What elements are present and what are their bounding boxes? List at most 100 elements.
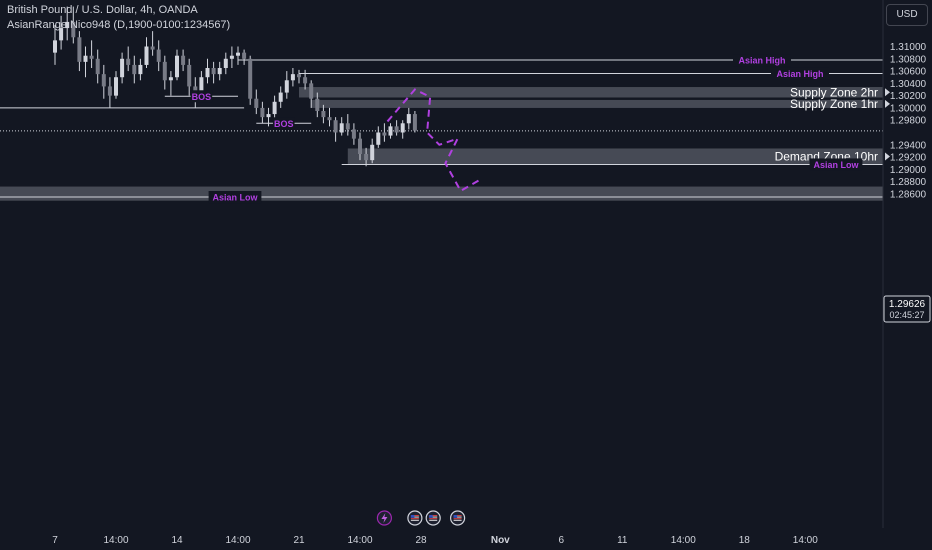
candle[interactable]	[242, 49, 247, 65]
level-label-bg	[272, 117, 295, 130]
candle[interactable]	[138, 58, 143, 81]
candle[interactable]	[400, 120, 405, 139]
time-axis[interactable]: 7 14:00 14 14:00 21 14:00 28 Nov 6 11 14:00 18 14:00	[52, 535, 818, 546]
candle-body	[217, 68, 222, 75]
candle[interactable]	[303, 69, 308, 90]
candle[interactable]	[181, 49, 186, 72]
candle[interactable]	[321, 104, 326, 124]
level-label: Asian Low	[813, 160, 859, 170]
zone-label: Supply Zone 2hr	[790, 85, 878, 99]
candle[interactable]	[162, 55, 167, 90]
candle[interactable]	[114, 71, 118, 99]
flag-stripe	[429, 518, 438, 520]
candle-body	[175, 55, 179, 78]
candle[interactable]	[150, 31, 155, 56]
candle[interactable]	[364, 147, 369, 167]
candle[interactable]	[260, 101, 265, 124]
symbol-title[interactable]: British Pound / U.S. Dollar, 4h, OANDA	[7, 4, 198, 16]
time-tick-label: 28	[415, 535, 427, 546]
currency-button[interactable]: USD	[886, 4, 928, 26]
candle[interactable]	[65, 6, 70, 41]
candle-body	[260, 107, 265, 118]
price-tick-label: 1.29200	[890, 153, 927, 164]
candle[interactable]	[412, 111, 417, 133]
us-flag-icon[interactable]	[425, 510, 441, 526]
us-flag-icon[interactable]	[450, 510, 466, 526]
candles-layer[interactable]	[53, 6, 417, 167]
candle[interactable]	[107, 77, 112, 108]
time-tick-label: 14:00	[671, 535, 696, 546]
candle[interactable]	[345, 114, 350, 136]
candle-body	[132, 64, 137, 75]
candle-body	[187, 64, 192, 87]
candle-body	[412, 114, 417, 131]
candle[interactable]	[95, 49, 100, 84]
candle[interactable]	[382, 123, 387, 142]
candle-body	[65, 21, 70, 29]
candle[interactable]	[394, 120, 399, 136]
time-tick-label: Nov	[491, 535, 510, 546]
zone-marker	[885, 88, 890, 97]
candle[interactable]	[126, 46, 131, 72]
candle[interactable]	[333, 117, 338, 142]
candle-body	[150, 46, 155, 50]
candle[interactable]	[59, 15, 64, 50]
candle[interactable]	[120, 52, 125, 84]
candle[interactable]	[376, 126, 381, 148]
candle[interactable]	[132, 55, 137, 84]
candle[interactable]	[101, 64, 106, 99]
candle[interactable]	[205, 58, 210, 84]
candle[interactable]	[236, 46, 240, 65]
candle[interactable]	[168, 71, 173, 96]
flag-stripe	[410, 515, 419, 516]
candle[interactable]	[71, 6, 76, 44]
us-flag-icon[interactable]	[407, 510, 423, 526]
candle[interactable]	[248, 55, 253, 105]
candle[interactable]	[211, 61, 216, 84]
price-tick-label: 1.30800	[890, 54, 927, 65]
events-layer[interactable]	[376, 510, 466, 526]
candle-body	[77, 37, 82, 62]
candle[interactable]	[358, 132, 362, 161]
candle[interactable]	[297, 69, 301, 84]
candle-body	[211, 68, 216, 75]
indicator-title[interactable]: AsianRange Nico948 (D,1900-0100:1234567)	[7, 19, 231, 31]
candle[interactable]	[406, 107, 411, 130]
price-tick-label: 1.30200	[890, 91, 927, 102]
candle[interactable]	[77, 31, 82, 72]
candle-body	[114, 77, 118, 96]
candle[interactable]	[83, 46, 88, 78]
candle-body	[229, 55, 234, 59]
candle[interactable]	[388, 123, 393, 139]
candle[interactable]	[175, 49, 179, 81]
candle[interactable]	[144, 37, 149, 69]
candle[interactable]	[266, 107, 271, 127]
candle[interactable]	[339, 117, 344, 136]
price-tick-label: 1.30000	[890, 103, 927, 114]
candle-body	[364, 154, 369, 161]
candle[interactable]	[272, 95, 277, 121]
candle[interactable]	[217, 61, 222, 81]
candle-body	[107, 86, 112, 96]
candle[interactable]	[278, 86, 283, 108]
candle[interactable]	[315, 92, 320, 118]
candle[interactable]	[284, 71, 289, 99]
candle[interactable]	[254, 89, 259, 115]
candle[interactable]	[327, 107, 332, 127]
candle[interactable]	[53, 24, 57, 65]
candle[interactable]	[309, 80, 314, 108]
candle[interactable]	[156, 40, 161, 72]
candle[interactable]	[187, 58, 192, 96]
candle[interactable]	[370, 138, 375, 164]
candle-body	[388, 126, 393, 136]
candle[interactable]	[351, 123, 356, 145]
candle[interactable]	[223, 52, 228, 75]
candle[interactable]	[290, 68, 295, 87]
candle[interactable]	[89, 40, 94, 69]
bolt-icon[interactable]	[376, 510, 392, 526]
candle[interactable]	[229, 46, 234, 69]
